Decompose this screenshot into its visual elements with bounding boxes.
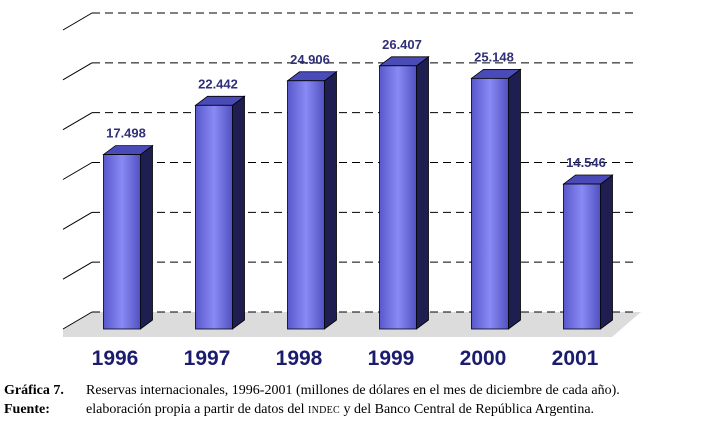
bar: [103, 154, 141, 330]
source-text-smallcaps: INDEC: [307, 405, 341, 416]
source-caption: Fuente: elaboración propia a partir de da…: [4, 402, 594, 418]
source-text-before: elaboración propia a partir de datos del: [86, 402, 308, 417]
bar: [563, 183, 601, 330]
value-label: 24.906: [290, 52, 330, 67]
value-label: 22.442: [198, 76, 238, 91]
value-label: 14.546: [566, 155, 606, 170]
bar-side: [140, 144, 153, 330]
category-label: 1998: [276, 347, 323, 370]
source-label: Fuente:: [4, 402, 50, 417]
gridline-depth: [62, 261, 93, 280]
figure-caption: Gráfica 7. Reservas internacionales, 1996…: [4, 383, 620, 399]
category-label: 2000: [460, 347, 507, 370]
bar-side: [324, 70, 337, 330]
gridline-depth: [62, 162, 93, 180]
gridline-depth: [62, 211, 93, 230]
category-label: 2001: [552, 347, 599, 370]
category-label: 1996: [92, 347, 139, 370]
bar: [471, 77, 509, 330]
bar-side: [508, 68, 521, 330]
bars: [102, 56, 614, 330]
bar-side: [232, 95, 245, 330]
figure-text: Reservas internacionales, 1996-2001 (mil…: [86, 383, 620, 398]
bar-side: [416, 56, 429, 330]
category-label: 1997: [184, 347, 231, 370]
source-text-after: y del Banco Central de República Argenti…: [340, 402, 595, 417]
value-labels: 17.498 22.442 24.906 26.407 25.148 14.546: [106, 37, 606, 170]
value-label: 17.498: [106, 126, 146, 141]
bar: [195, 104, 233, 330]
bar-chart: 17.498 22.442 24.906 26.407 25.148 14.546 199…: [62, 12, 641, 370]
gridline-depth: [62, 62, 93, 81]
category-labels: 1996 1997 1998 1999 2000 2001: [92, 347, 599, 370]
figure-label: Gráfica 7.: [4, 383, 64, 398]
category-label: 1999: [368, 347, 415, 370]
baseline-depth: [62, 311, 93, 330]
bar: [379, 65, 417, 330]
bar: [287, 80, 325, 330]
gridline-depth: [62, 112, 93, 131]
gridlines: [62, 12, 635, 280]
gridline-depth: [62, 12, 93, 31]
bar-side: [600, 174, 613, 330]
value-label: 25.148: [474, 49, 514, 64]
value-label: 26.407: [382, 37, 422, 52]
